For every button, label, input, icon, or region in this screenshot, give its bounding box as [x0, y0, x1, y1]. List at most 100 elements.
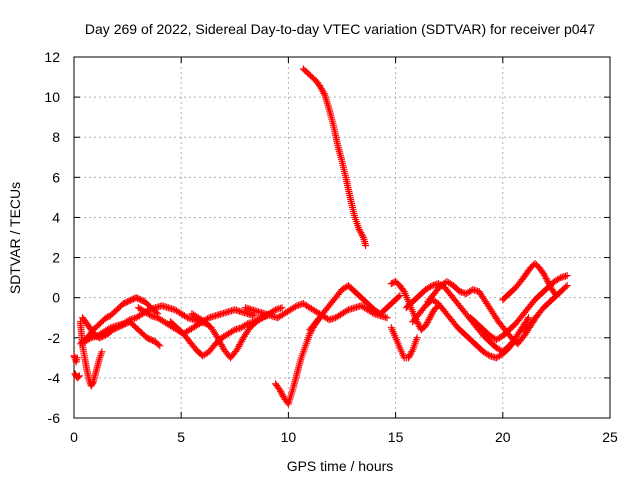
- y-tick-label: 0: [52, 290, 60, 306]
- data-point: [105, 325, 113, 333]
- data-point: [73, 354, 81, 362]
- x-tick-label: 25: [602, 429, 618, 445]
- data-point: [546, 282, 554, 290]
- data-point: [546, 281, 554, 289]
- data-point: [540, 271, 548, 279]
- data-point: [317, 85, 325, 93]
- data-point: [318, 86, 326, 94]
- series-arc-12: [299, 65, 370, 250]
- data-point: [356, 227, 364, 235]
- data-point: [396, 292, 404, 300]
- data-point: [407, 349, 415, 357]
- series-arc-15: [387, 324, 421, 362]
- data-point: [319, 88, 327, 96]
- data-point: [182, 313, 190, 321]
- data-point: [544, 278, 552, 286]
- y-tick-label: 4: [52, 209, 60, 225]
- chart-title: Day 269 of 2022, Sidereal Day-to-day VTE…: [85, 21, 595, 37]
- data-point: [277, 388, 285, 396]
- data-point: [422, 322, 430, 330]
- data-point: [359, 232, 367, 240]
- data-point: [540, 270, 548, 278]
- data-point: [278, 304, 286, 312]
- x-axis: 0 5 10 15 20 25: [70, 57, 618, 445]
- data-point: [278, 389, 286, 397]
- y-axis: -6 -4 -2 0 2 4 6 8 10 12: [44, 49, 610, 426]
- series-arc-11: [272, 316, 322, 408]
- data-point: [362, 242, 370, 250]
- data-point: [242, 321, 250, 329]
- y-tick-label: 12: [44, 49, 60, 65]
- data-point: [541, 273, 549, 281]
- data-point: [523, 315, 531, 323]
- x-tick-label: 10: [281, 429, 297, 445]
- x-tick-label: 0: [70, 429, 78, 445]
- data-point: [146, 311, 154, 319]
- data-point: [399, 286, 407, 294]
- series-arc-1: [70, 352, 81, 366]
- data-point: [86, 335, 94, 343]
- plot-frame: [73, 56, 611, 419]
- data-point: [124, 317, 132, 325]
- data-point: [98, 348, 106, 356]
- x-tick-label: 15: [388, 429, 404, 445]
- x-tick-label: 5: [177, 429, 185, 445]
- y-tick-label: -6: [48, 410, 61, 426]
- x-tick-label: 20: [495, 429, 511, 445]
- x-axis-label: GPS time / hours: [287, 458, 394, 474]
- data-point: [415, 321, 423, 329]
- y-tick-label: 6: [52, 169, 60, 185]
- data-point: [320, 90, 328, 98]
- data-point: [406, 351, 414, 359]
- series-arc-13: [306, 282, 404, 334]
- data-point: [563, 272, 571, 280]
- data-point: [543, 276, 551, 284]
- data-point: [74, 373, 82, 381]
- data-point: [422, 320, 430, 328]
- data-point: [276, 386, 284, 394]
- data-point: [428, 311, 436, 319]
- data-point: [156, 342, 164, 350]
- data-point: [425, 315, 433, 323]
- data-point: [270, 307, 278, 315]
- data-point: [404, 354, 412, 362]
- data-point: [278, 391, 286, 399]
- data-point: [229, 327, 237, 335]
- data-point: [89, 379, 97, 387]
- data-point: [357, 229, 365, 237]
- data-point: [423, 319, 431, 327]
- data-point: [428, 309, 436, 317]
- y-tick-label: -4: [48, 370, 61, 386]
- data-point: [426, 283, 434, 291]
- data-point: [75, 372, 83, 380]
- data-point: [484, 351, 492, 359]
- y-tick-label: 8: [52, 129, 60, 145]
- data-point: [291, 303, 299, 311]
- series-arc-19: [467, 272, 571, 344]
- data-point: [408, 347, 416, 355]
- data-point: [525, 314, 533, 322]
- y-tick-label: 2: [52, 250, 60, 266]
- series-arc-10: [242, 300, 391, 324]
- data-point: [542, 274, 550, 282]
- data-point: [317, 83, 325, 91]
- data-point: [426, 314, 434, 322]
- y-tick-label: -2: [48, 330, 61, 346]
- data-point: [343, 307, 351, 315]
- series-arc-3: [76, 318, 106, 390]
- data-point: [545, 279, 553, 287]
- series-arc-5: [79, 314, 164, 350]
- data-point: [154, 340, 162, 348]
- y-tick-label: 10: [44, 89, 60, 105]
- data-point: [424, 317, 432, 325]
- series-arc-21: [520, 282, 571, 336]
- grid-lines: [74, 57, 610, 418]
- data-point: [562, 283, 570, 291]
- data-point: [555, 275, 563, 283]
- series-arc-2: [71, 370, 83, 382]
- data-point: [358, 230, 366, 238]
- data-point: [355, 225, 363, 233]
- data-point: [427, 312, 435, 320]
- data-points: [70, 65, 571, 408]
